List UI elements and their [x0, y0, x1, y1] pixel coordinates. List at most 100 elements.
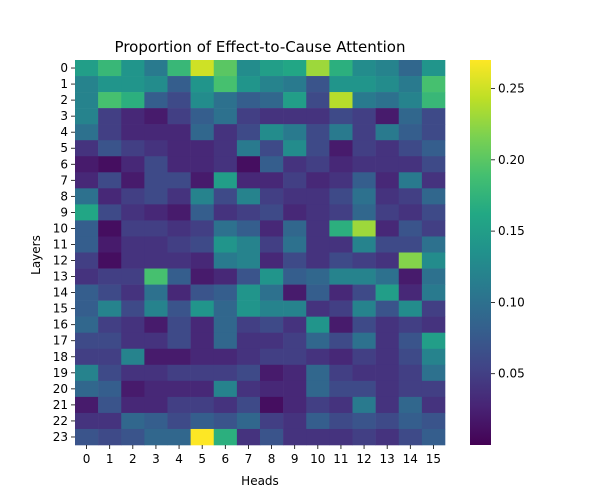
heatmap-cell: [121, 364, 145, 382]
heatmap-cell: [121, 60, 145, 77]
heatmap-cell: [283, 76, 307, 93]
heatmap-cell: [167, 268, 191, 285]
heatmap-cell: [306, 92, 330, 109]
heatmap-cell: [306, 316, 330, 334]
heatmap-cell: [260, 140, 284, 157]
heatmap-cell: [260, 284, 284, 301]
heatmap-cell: [306, 156, 330, 173]
heatmap-cell: [283, 316, 307, 334]
heatmap-cell: [98, 76, 122, 93]
heatmap-cell: [260, 332, 284, 350]
heatmap-cell: [283, 60, 307, 77]
heatmap-cell: [75, 284, 99, 301]
heatmap-cell: [329, 316, 353, 334]
y-tick-label: 16: [53, 318, 68, 332]
heatmap-cell: [260, 236, 284, 253]
heatmap-cell: [236, 92, 261, 109]
heatmap-cell: [421, 60, 446, 77]
heatmap-cell: [421, 348, 446, 366]
heatmap-cell: [98, 188, 122, 205]
heatmap-cell: [329, 92, 353, 109]
y-tick-label: 3: [60, 109, 68, 123]
heatmap-cell: [329, 284, 353, 301]
heatmap-cell: [421, 284, 446, 301]
heatmap-cell: [421, 188, 446, 205]
heatmap-cell: [121, 348, 145, 366]
heatmap-cell: [352, 220, 376, 237]
heatmap-cell: [144, 268, 168, 285]
heatmap-cell: [236, 252, 261, 269]
heatmap-cell: [375, 380, 400, 398]
heatmap-cell: [144, 156, 168, 173]
heatmap-cell: [375, 124, 400, 141]
heatmap-cell: [352, 268, 376, 285]
heatmap-cell: [75, 380, 99, 398]
heatmap-cell: [213, 124, 238, 141]
heatmap-cell: [306, 76, 330, 93]
heatmap-cell: [213, 268, 238, 285]
heatmap-cell: [236, 220, 261, 237]
heatmap-cell: [213, 428, 238, 446]
heatmap-cell: [236, 204, 261, 221]
heatmap-cell: [167, 140, 191, 157]
heatmap-cell: [144, 60, 168, 77]
heatmap-cell: [421, 252, 446, 269]
heatmap-cell: [306, 60, 330, 77]
heatmap-cell: [121, 396, 145, 414]
heatmap-cell: [144, 396, 168, 414]
heatmap-cell: [75, 140, 99, 157]
y-tick-label: 14: [53, 286, 68, 300]
heatmap-cell: [121, 156, 145, 173]
heatmap-cell: [121, 284, 145, 301]
heatmap-cell: [121, 92, 145, 109]
heatmap-cell: [375, 364, 400, 382]
heatmap-cell: [375, 316, 400, 334]
heatmap-cell: [260, 428, 284, 446]
heatmap-cell: [329, 220, 353, 237]
x-tick-label: 4: [175, 452, 183, 466]
heatmap-cell: [398, 428, 423, 446]
heatmap-cell: [352, 156, 376, 173]
heatmap-cell: [75, 332, 99, 350]
heatmap-cell: [421, 108, 446, 125]
heatmap-cell: [398, 364, 423, 382]
heatmap-cell: [190, 156, 215, 173]
x-tick-label: 11: [333, 452, 348, 466]
heatmap-cell: [236, 380, 261, 398]
heatmap-cell: [283, 396, 307, 414]
heatmap-cell: [398, 284, 423, 301]
heatmap-cell: [398, 156, 423, 173]
heatmap-cell: [421, 364, 446, 382]
heatmap-cell: [260, 92, 284, 109]
heatmap-cell: [329, 348, 353, 366]
heatmap-cell: [329, 60, 353, 77]
heatmap-cell: [167, 412, 191, 430]
heatmap-cell: [375, 172, 400, 189]
heatmap-cell: [306, 236, 330, 253]
heatmap-cell: [306, 188, 330, 205]
heatmap-cell: [352, 92, 376, 109]
heatmap-cell: [421, 204, 446, 221]
y-tick-label: 15: [53, 302, 68, 316]
colorbar-ticks: 0.05 0.10 0.15 0.20 0.25: [491, 82, 525, 381]
heatmap-cell: [306, 300, 330, 317]
x-tick-label: 13: [380, 452, 395, 466]
heatmap-cell: [144, 236, 168, 253]
heatmap-cell: [75, 92, 99, 109]
heatmap-cell: [98, 428, 122, 446]
heatmap-cell: [306, 204, 330, 221]
heatmap-cell: [398, 252, 423, 269]
heatmap-cell: [213, 364, 238, 382]
y-tick-label: 18: [53, 350, 68, 364]
x-tick-label: 15: [426, 452, 441, 466]
heatmap-cell: [352, 172, 376, 189]
heatmap-cell: [306, 124, 330, 141]
heatmap-cell: [329, 140, 353, 157]
heatmap-cell: [352, 204, 376, 221]
heatmap-cell: [283, 204, 307, 221]
heatmap-cell: [144, 412, 168, 430]
heatmap-cell: [352, 396, 376, 414]
heatmap-cell: [260, 220, 284, 237]
heatmap-cell: [329, 364, 353, 382]
